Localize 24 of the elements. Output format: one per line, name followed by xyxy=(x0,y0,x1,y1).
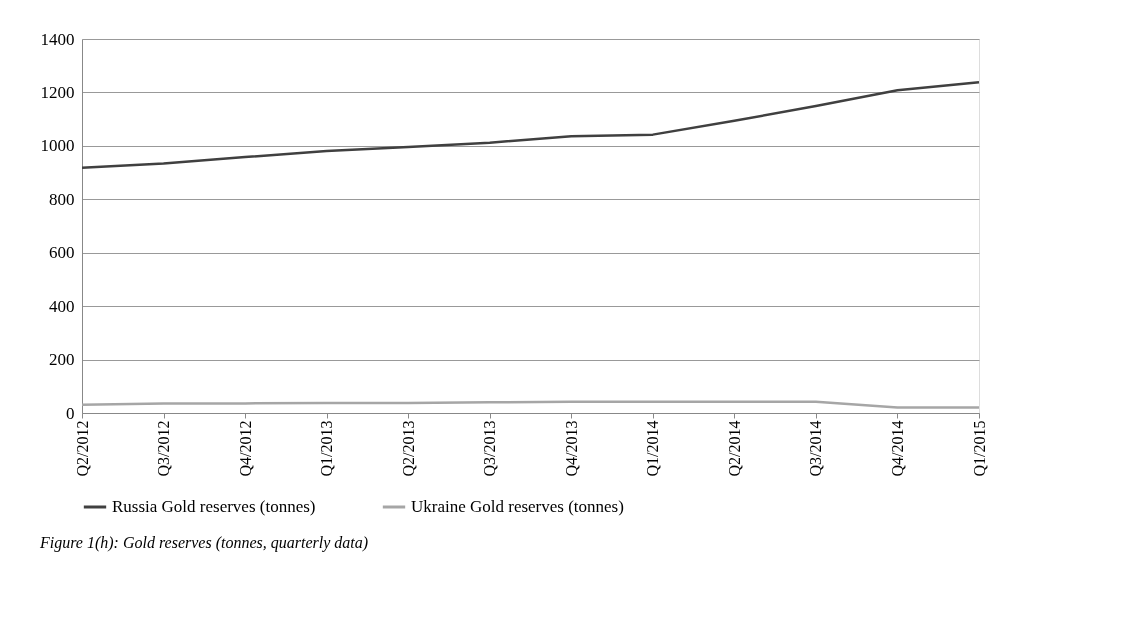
y-tick-label: 1000 xyxy=(40,136,75,156)
x-tick-label: Q1/2015 xyxy=(970,420,988,477)
x-tick-label: Q2/2014 xyxy=(725,420,743,477)
x-tick-label: Q2/2013 xyxy=(399,420,417,477)
y-tick-label: 600 xyxy=(49,243,75,263)
y-tick-label: 200 xyxy=(49,350,75,370)
x-tick-label: Q4/2013 xyxy=(562,420,580,477)
x-tick-label: Q4/2012 xyxy=(236,420,254,477)
y-tick-label: 1200 xyxy=(40,82,75,102)
x-tick-label: Q4/2014 xyxy=(888,420,906,477)
x-tick-label: Q3/2013 xyxy=(481,420,499,477)
legend-label: Russia Gold reserves (tonnes) xyxy=(112,497,316,516)
y-tick-label: 1400 xyxy=(40,29,75,49)
x-tick-label: Q1/2013 xyxy=(318,420,336,477)
x-tick-label: Q1/2014 xyxy=(644,420,662,477)
y-tick-label: 400 xyxy=(49,296,75,316)
line-series xyxy=(80,81,981,170)
caption: Figure 1(h): Gold reserves (tonnes, quarterly data) xyxy=(39,534,369,552)
x-tick-label: Q3/2014 xyxy=(807,420,825,477)
y-tick-label: 800 xyxy=(49,189,75,209)
legend-label: Ukraine Gold reserves (tonnes) xyxy=(411,497,624,516)
x-tick-label: Q2/2012 xyxy=(73,420,91,477)
y-tick-label: 0 xyxy=(66,403,75,423)
x-tick-label: Q3/2012 xyxy=(155,420,173,477)
